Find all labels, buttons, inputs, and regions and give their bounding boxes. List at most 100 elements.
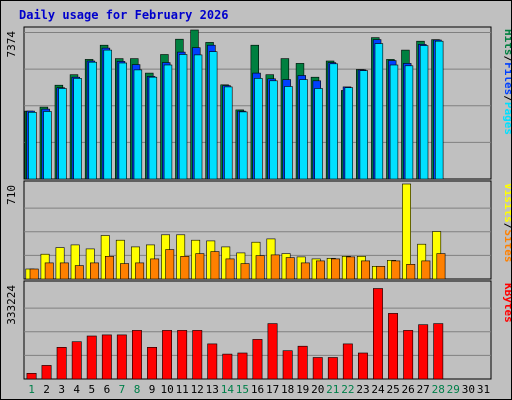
x-tick-label: 3 xyxy=(58,383,65,396)
bar-kbytes-day-11 xyxy=(177,330,188,380)
bar-sites-day-20 xyxy=(315,260,325,280)
x-tick-label: 6 xyxy=(104,383,111,396)
bar-kbytes-day-19 xyxy=(297,345,308,380)
bar-pages-day-24 xyxy=(374,43,384,180)
bar-kbytes-day-18 xyxy=(282,350,293,380)
bar-sites-day-28 xyxy=(436,253,446,280)
x-tick-label: 10 xyxy=(160,383,173,396)
bar-pages-day-10 xyxy=(163,64,173,180)
legend-label: Sites xyxy=(502,229,511,262)
panel-top-legend: Hits/Files/Pages xyxy=(502,29,511,135)
bar-pages-day-15 xyxy=(239,111,248,180)
bar-kbytes-day-12 xyxy=(192,330,203,380)
x-tick-label: 27 xyxy=(417,383,430,396)
panel-bottom-ymax-label: 333224 xyxy=(5,285,18,325)
legend-label: Pages xyxy=(502,102,511,135)
bar-kbytes-day-3 xyxy=(56,346,67,380)
bar-pages-day-2 xyxy=(43,111,52,180)
bar-kbytes-day-9 xyxy=(147,346,157,380)
bar-sites-day-21 xyxy=(330,258,340,280)
bar-kbytes-day-20 xyxy=(312,357,323,380)
bar-sites-day-3 xyxy=(59,262,69,280)
bar-sites-day-16 xyxy=(255,255,265,280)
x-tick-label: 11 xyxy=(176,383,189,396)
bar-sites-day-26 xyxy=(406,263,416,280)
legend-label: / xyxy=(502,56,511,63)
bar-pages-day-22 xyxy=(344,87,353,180)
bar-sites-day-25 xyxy=(391,260,401,280)
bar-kbytes-day-23 xyxy=(357,352,368,380)
bar-sites-day-9 xyxy=(150,258,160,280)
x-tick-label: 16 xyxy=(251,383,264,396)
bar-kbytes-day-4 xyxy=(71,341,82,380)
x-tick-label: 12 xyxy=(191,383,204,396)
x-tick-label: 4 xyxy=(73,383,80,396)
bar-pages-day-14 xyxy=(224,86,233,180)
legend-label: / xyxy=(502,95,511,102)
bar-kbytes-day-10 xyxy=(162,330,172,380)
x-tick-label: 20 xyxy=(311,383,324,396)
bar-pages-day-11 xyxy=(178,54,188,180)
bar-sites-day-27 xyxy=(421,260,431,280)
bar-sites-day-11 xyxy=(180,256,190,280)
bar-sites-day-23 xyxy=(361,260,370,280)
x-tick-label: 28 xyxy=(432,383,445,396)
bar-sites-day-22 xyxy=(346,256,355,280)
panel-bottom: 333224 KBytes xyxy=(5,280,511,380)
legend-label: Hits xyxy=(502,29,511,56)
panel-bottom-legend: KBytes xyxy=(502,283,511,323)
x-tick-label: 22 xyxy=(341,383,354,396)
bar-pages-day-9 xyxy=(148,76,158,180)
bar-pages-day-28 xyxy=(434,40,444,180)
panel-middle-ymax-label: 710 xyxy=(5,185,18,205)
bar-kbytes-day-16 xyxy=(252,339,263,380)
bar-sites-day-10 xyxy=(165,249,175,280)
bar-sites-day-4 xyxy=(74,265,84,280)
bar-pages-day-17 xyxy=(269,80,278,180)
bar-pages-day-3 xyxy=(58,88,67,180)
bar-pages-day-25 xyxy=(389,64,399,180)
x-tick-label: 8 xyxy=(134,383,141,396)
bar-pages-day-12 xyxy=(193,54,203,180)
x-tick-label: 29 xyxy=(447,383,460,396)
bar-kbytes-day-17 xyxy=(267,323,278,380)
bar-kbytes-day-25 xyxy=(388,313,398,380)
bar-sites-day-24 xyxy=(376,265,386,280)
bar-sites-day-2 xyxy=(44,262,54,280)
bar-pages-day-13 xyxy=(209,51,218,180)
bar-kbytes-day-28 xyxy=(433,323,444,380)
bar-pages-day-27 xyxy=(419,45,429,180)
bar-sites-day-8 xyxy=(135,262,145,280)
chart-title: Daily usage for February 2026 xyxy=(19,8,229,22)
x-tick-label: 15 xyxy=(236,383,249,396)
bar-kbytes-day-7 xyxy=(116,334,127,380)
x-tick-label: 17 xyxy=(266,383,279,396)
bar-kbytes-day-22 xyxy=(342,343,353,380)
x-tick-label: 9 xyxy=(149,383,156,396)
bar-kbytes-day-6 xyxy=(101,334,112,380)
bar-kbytes-day-14 xyxy=(222,353,233,380)
panel-top-ymax-label: 7374 xyxy=(5,31,18,58)
x-tick-label: 25 xyxy=(386,383,399,396)
bar-kbytes-day-13 xyxy=(207,343,218,380)
bar-pages-day-1 xyxy=(28,112,37,180)
bar-kbytes-day-15 xyxy=(237,352,248,380)
bar-pages-day-21 xyxy=(329,63,338,180)
bar-pages-day-8 xyxy=(133,69,143,180)
bar-kbytes-day-21 xyxy=(327,357,338,380)
bar-kbytes-day-24 xyxy=(372,288,383,380)
x-tick-label: 31 xyxy=(477,383,490,396)
bar-kbytes-day-2 xyxy=(41,365,52,380)
bar-pages-day-23 xyxy=(359,70,368,180)
x-tick-label: 23 xyxy=(356,383,369,396)
bar-sites-day-15 xyxy=(240,263,250,280)
x-tick-label: 5 xyxy=(88,383,95,396)
bar-sites-day-14 xyxy=(225,258,235,280)
x-tick-label: 14 xyxy=(221,383,235,396)
x-tick-label: 19 xyxy=(296,383,309,396)
bar-pages-day-18 xyxy=(284,86,293,180)
bar-sites-day-13 xyxy=(210,251,220,280)
bar-sites-day-6 xyxy=(105,256,114,280)
